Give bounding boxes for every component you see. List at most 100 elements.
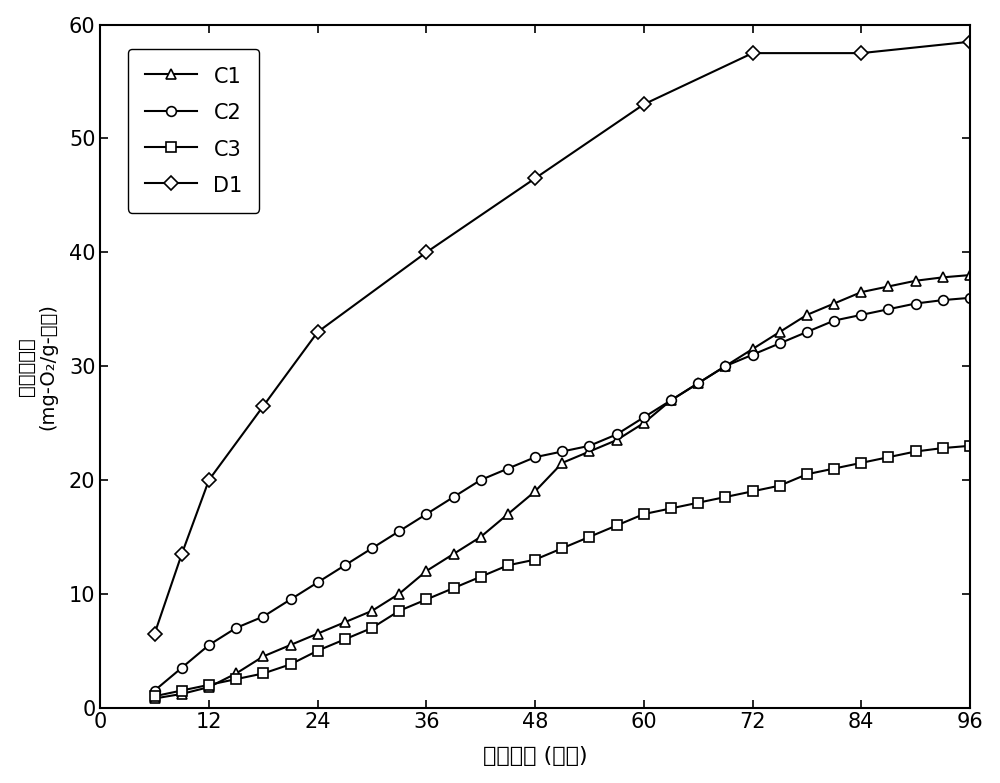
C2 <box>502 464 514 473</box>
C3 <box>203 680 215 690</box>
C2 <box>529 453 541 462</box>
C2 <box>230 623 242 633</box>
C3 <box>964 441 976 450</box>
C2 <box>420 510 432 519</box>
C1 <box>910 276 922 286</box>
C1 <box>638 418 650 428</box>
D1 <box>149 629 161 638</box>
C1 <box>611 435 623 445</box>
C2 <box>556 447 568 456</box>
C1 <box>937 272 949 282</box>
C1 <box>257 651 269 661</box>
C3 <box>611 521 623 530</box>
C3 <box>719 493 731 502</box>
C1 <box>529 486 541 496</box>
C2 <box>366 543 378 553</box>
C2 <box>719 362 731 371</box>
C3 <box>420 595 432 604</box>
C1 <box>964 270 976 280</box>
C3 <box>855 458 867 467</box>
D1 <box>964 37 976 46</box>
C3 <box>638 510 650 519</box>
D1 <box>638 99 650 109</box>
C3 <box>583 532 595 542</box>
C2 <box>665 395 677 405</box>
C3 <box>149 691 161 701</box>
C2 <box>692 378 704 388</box>
C3 <box>529 555 541 565</box>
C3 <box>366 623 378 633</box>
C2 <box>203 640 215 650</box>
C3 <box>747 486 759 496</box>
D1 <box>176 549 188 558</box>
C3 <box>257 669 269 678</box>
C1 <box>882 282 894 291</box>
C1 <box>747 345 759 354</box>
C2 <box>448 493 460 502</box>
C1 <box>149 694 161 703</box>
C2 <box>257 612 269 621</box>
D1 <box>855 49 867 58</box>
C1 <box>420 566 432 576</box>
C2 <box>774 339 786 348</box>
D1 <box>312 327 324 337</box>
C3 <box>285 659 297 669</box>
D1 <box>529 174 541 183</box>
C2 <box>176 663 188 673</box>
C1 <box>774 327 786 337</box>
C2 <box>475 475 487 485</box>
C3 <box>556 543 568 553</box>
C3 <box>230 674 242 684</box>
C2 <box>285 595 297 604</box>
C1 <box>339 618 351 627</box>
C3 <box>882 453 894 462</box>
D1 <box>203 475 215 485</box>
C2 <box>801 327 813 337</box>
C1 <box>665 395 677 405</box>
C3 <box>502 561 514 570</box>
C1 <box>366 606 378 615</box>
D1 <box>747 49 759 58</box>
C1 <box>285 640 297 650</box>
C3 <box>774 481 786 490</box>
C2 <box>393 526 405 536</box>
C1 <box>855 287 867 297</box>
C3 <box>312 646 324 655</box>
C2 <box>964 293 976 302</box>
C1 <box>230 669 242 678</box>
C2 <box>747 350 759 359</box>
C1 <box>475 532 487 542</box>
Line: C2: C2 <box>150 293 975 695</box>
C2 <box>882 305 894 314</box>
C2 <box>910 299 922 309</box>
Y-axis label: 累积耗氧量
(mg-O₂/g-干基): 累积耗氧量 (mg-O₂/g-干基) <box>17 303 58 430</box>
C3 <box>393 606 405 615</box>
C1 <box>393 589 405 598</box>
C2 <box>638 413 650 422</box>
C2 <box>583 441 595 450</box>
C1 <box>583 447 595 456</box>
C3 <box>176 686 188 695</box>
C3 <box>339 634 351 644</box>
C2 <box>611 430 623 439</box>
C1 <box>203 683 215 692</box>
C1 <box>448 549 460 558</box>
C1 <box>692 378 704 388</box>
C3 <box>828 464 840 473</box>
C3 <box>692 498 704 507</box>
C1 <box>556 458 568 467</box>
C2 <box>855 310 867 319</box>
C3 <box>801 470 813 479</box>
C2 <box>339 561 351 570</box>
C1 <box>502 510 514 519</box>
C1 <box>719 362 731 371</box>
Line: C1: C1 <box>150 270 975 703</box>
D1 <box>420 247 432 257</box>
C3 <box>448 583 460 593</box>
C1 <box>176 689 188 698</box>
C2 <box>828 316 840 325</box>
C1 <box>312 629 324 638</box>
D1 <box>257 401 269 410</box>
C1 <box>801 310 813 319</box>
Legend: C1, C2, C3, D1: C1, C2, C3, D1 <box>128 49 259 213</box>
